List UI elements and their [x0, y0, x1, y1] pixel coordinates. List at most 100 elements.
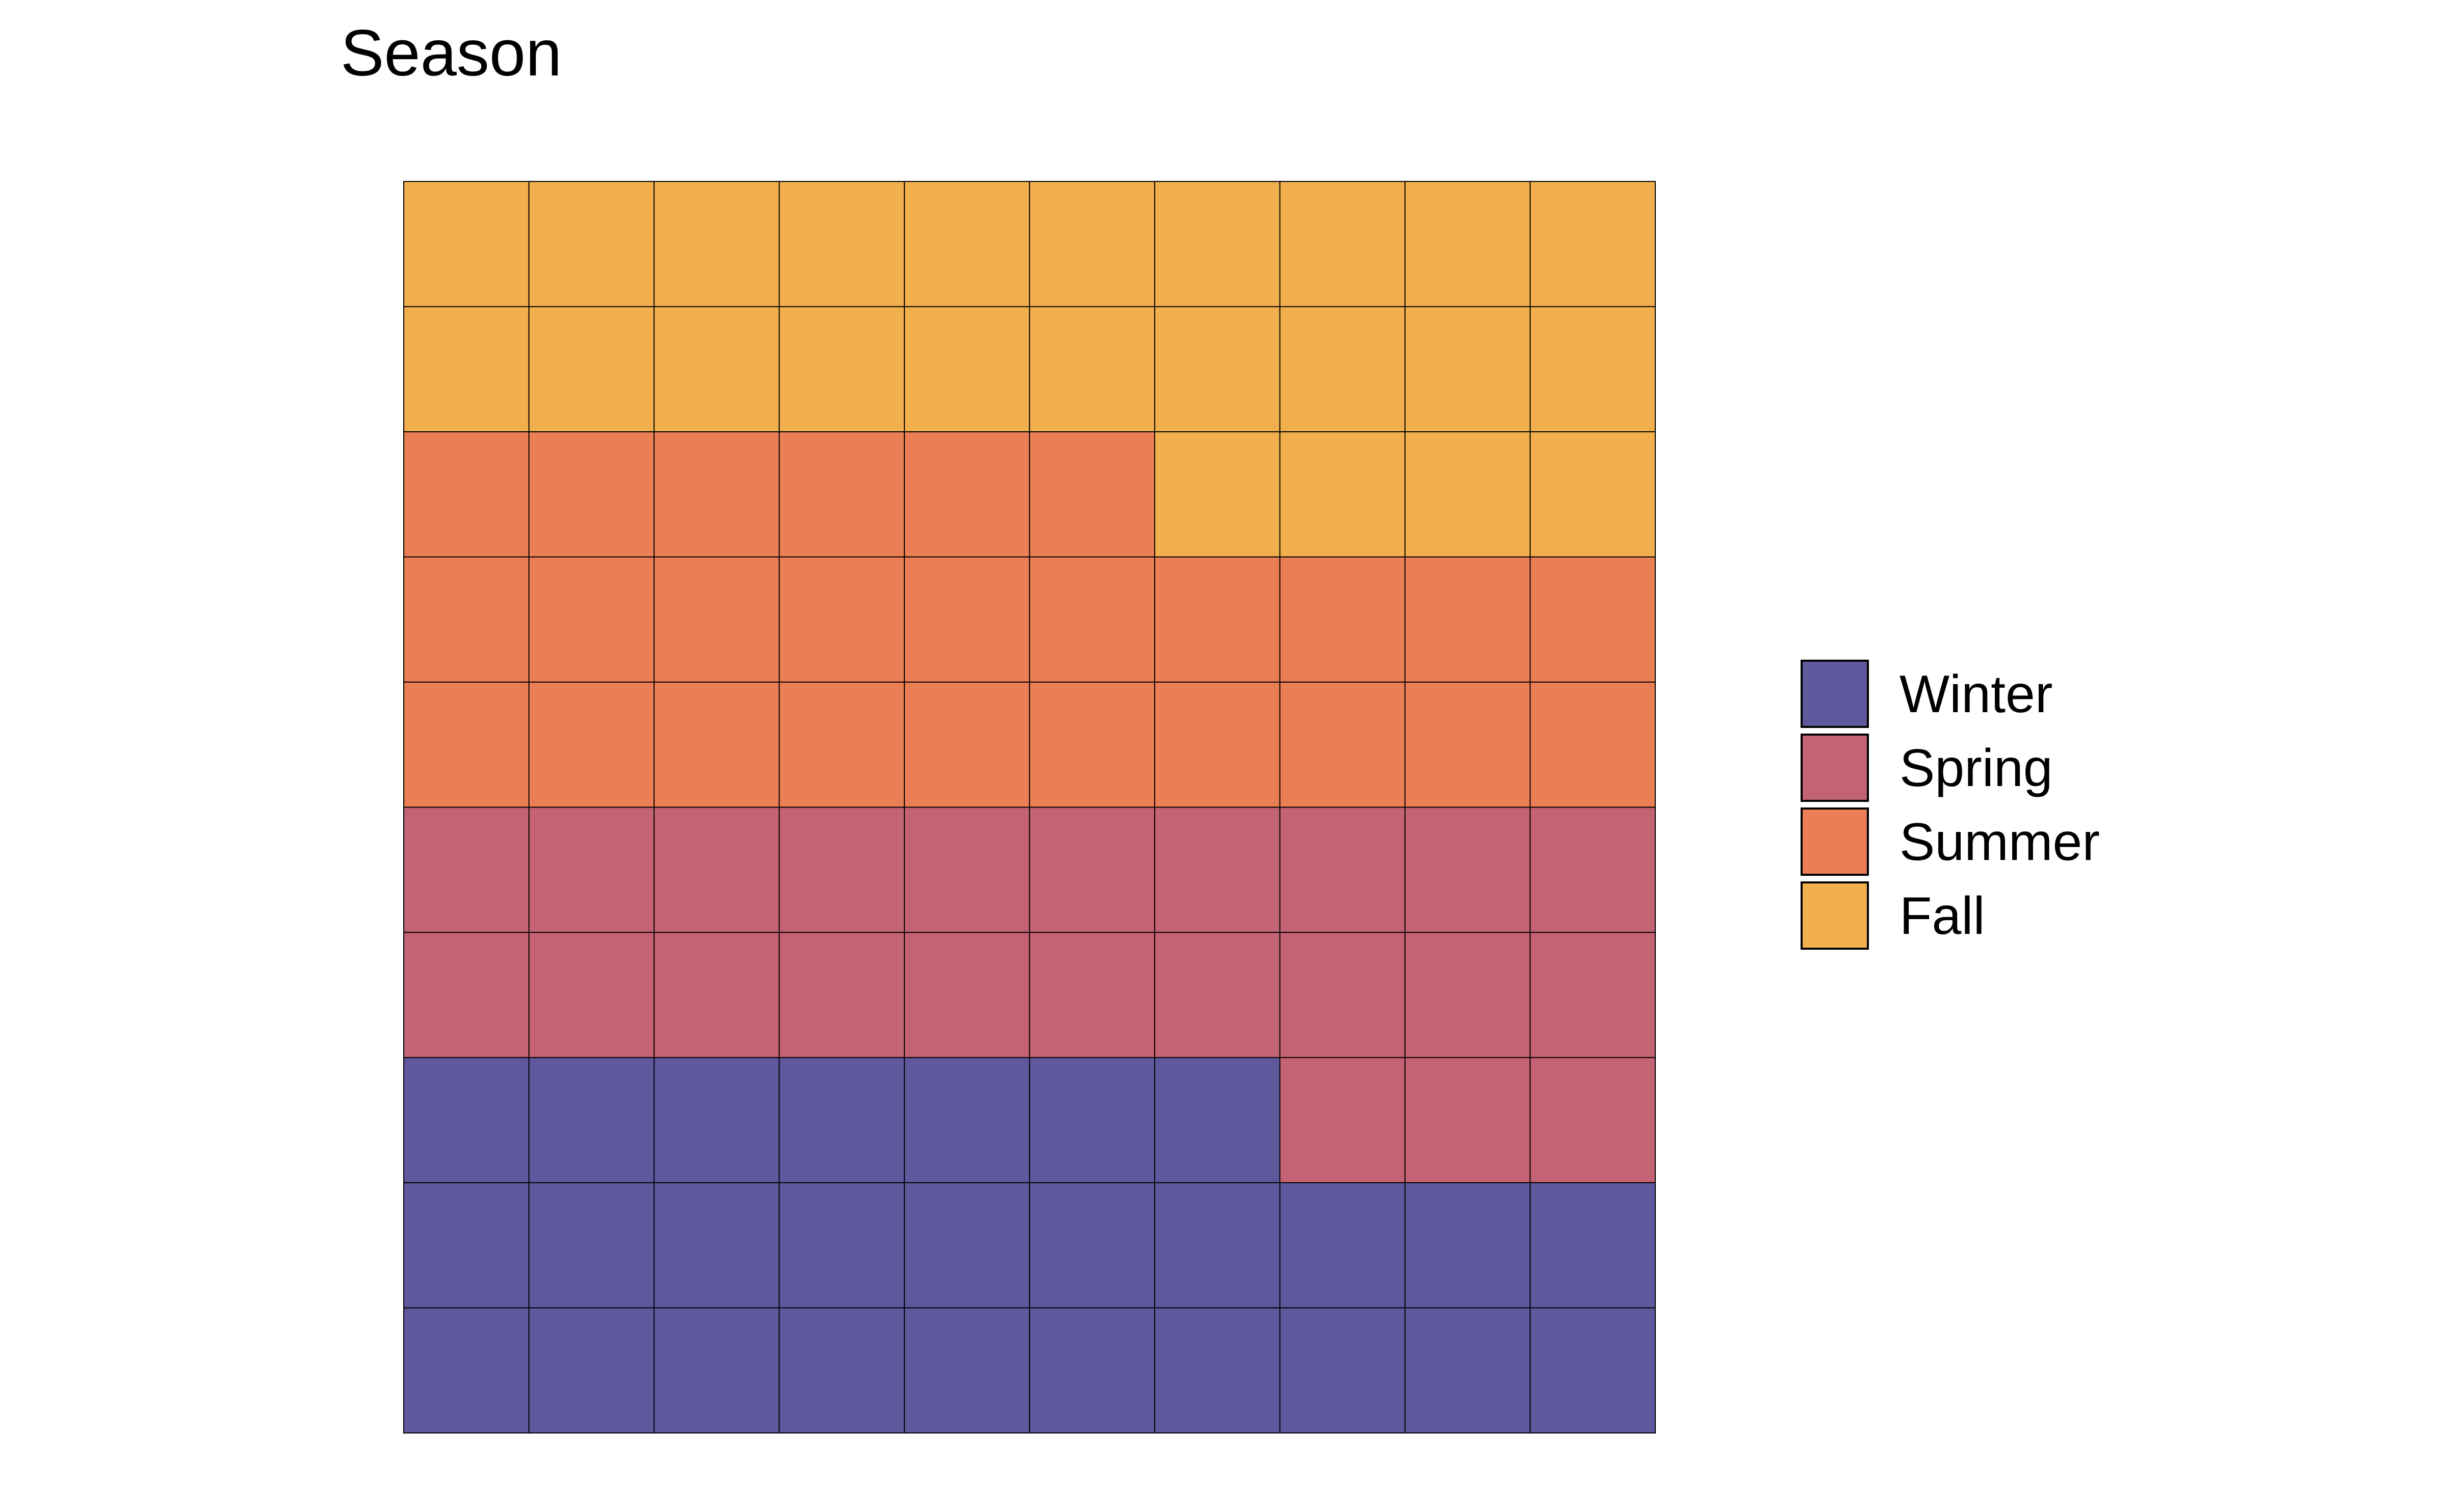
waffle-cell-summer	[904, 682, 1030, 808]
waffle-cell-summer	[403, 682, 530, 808]
waffle-cell-summer	[1029, 682, 1155, 808]
waffle-cell-spring	[1404, 932, 1531, 1058]
chart-title: Season	[341, 17, 562, 90]
waffle-cell-winter	[1404, 1307, 1531, 1433]
legend-key-fall	[1801, 881, 1869, 950]
waffle-cell-fall	[1154, 181, 1281, 307]
waffle-cell-winter	[1029, 1182, 1155, 1309]
waffle-cell-summer	[654, 682, 780, 808]
legend-label-spring: Spring	[1899, 739, 2053, 798]
waffle-cell-fall	[1029, 181, 1155, 307]
waffle-cell-spring	[1029, 806, 1155, 933]
waffle-cell-summer	[654, 556, 780, 683]
legend-key-summer	[1801, 807, 1869, 876]
waffle-cell-winter	[1529, 1307, 1656, 1433]
waffle-cell-fall	[1404, 181, 1531, 307]
waffle-cell-winter	[904, 1057, 1030, 1183]
waffle-cell-spring	[403, 932, 530, 1058]
waffle-cell-spring	[904, 806, 1030, 933]
legend-label-winter: Winter	[1899, 665, 2052, 724]
waffle-cell-summer	[403, 556, 530, 683]
waffle-cell-spring	[1154, 932, 1281, 1058]
waffle-cell-spring	[1154, 806, 1281, 933]
waffle-cell-winter	[403, 1182, 530, 1309]
waffle-cell-winter	[1029, 1057, 1155, 1183]
waffle-cell-winter	[1154, 1182, 1281, 1309]
waffle-cell-winter	[654, 1307, 780, 1433]
waffle-cell-fall	[528, 181, 655, 307]
waffle-grid	[403, 181, 1656, 1433]
waffle-cell-fall	[654, 181, 780, 307]
waffle-cell-summer	[778, 682, 905, 808]
waffle-cell-summer	[904, 556, 1030, 683]
waffle-cell-winter	[528, 1307, 655, 1433]
waffle-cell-fall	[403, 181, 530, 307]
waffle-cell-summer	[1029, 431, 1155, 558]
waffle-cell-fall	[778, 306, 905, 432]
waffle-cell-winter	[1154, 1057, 1281, 1183]
waffle-cell-winter	[528, 1182, 655, 1309]
waffle-cell-summer	[528, 682, 655, 808]
waffle-cell-winter	[1154, 1307, 1281, 1433]
waffle-cell-spring	[654, 806, 780, 933]
waffle-cell-fall	[654, 306, 780, 432]
waffle-cell-spring	[1029, 932, 1155, 1058]
legend: Winter Spring Summer Fall	[1801, 660, 2100, 950]
waffle-cell-fall	[1279, 306, 1405, 432]
waffle-cell-summer	[1529, 556, 1656, 683]
waffle-cell-spring	[1529, 806, 1656, 933]
waffle-cell-spring	[1279, 932, 1405, 1058]
waffle-cell-winter	[778, 1307, 905, 1433]
waffle-cell-winter	[1279, 1307, 1405, 1433]
legend-label-fall: Fall	[1899, 887, 1985, 946]
waffle-cell-fall	[528, 306, 655, 432]
waffle-cell-fall	[1154, 431, 1281, 558]
waffle-cell-spring	[1279, 1057, 1405, 1183]
waffle-cell-summer	[654, 431, 780, 558]
waffle-cell-spring	[403, 806, 530, 933]
waffle-cell-summer	[778, 431, 905, 558]
waffle-cell-fall	[1029, 306, 1155, 432]
waffle-cell-fall	[1279, 181, 1405, 307]
waffle-cell-summer	[528, 556, 655, 683]
waffle-cell-summer	[1404, 682, 1531, 808]
waffle-cell-summer	[528, 431, 655, 558]
waffle-cell-fall	[904, 306, 1030, 432]
legend-label-summer: Summer	[1899, 813, 2100, 872]
waffle-cell-summer	[1154, 556, 1281, 683]
waffle-cell-fall	[904, 181, 1030, 307]
waffle-cell-spring	[1404, 1057, 1531, 1183]
waffle-cell-spring	[778, 932, 905, 1058]
waffle-cell-winter	[654, 1057, 780, 1183]
waffle-cell-fall	[778, 181, 905, 307]
waffle-cell-spring	[904, 932, 1030, 1058]
waffle-cell-winter	[1279, 1182, 1405, 1309]
waffle-cell-spring	[1279, 806, 1405, 933]
waffle-cell-fall	[1529, 431, 1656, 558]
waffle-cell-summer	[904, 431, 1030, 558]
waffle-cell-winter	[904, 1307, 1030, 1433]
waffle-cell-spring	[1404, 806, 1531, 933]
waffle-cell-fall	[1154, 306, 1281, 432]
waffle-cell-spring	[1529, 932, 1656, 1058]
waffle-cell-summer	[1029, 556, 1155, 683]
waffle-cell-summer	[1529, 682, 1656, 808]
waffle-cell-winter	[654, 1182, 780, 1309]
waffle-cell-summer	[1279, 682, 1405, 808]
waffle-cell-winter	[904, 1182, 1030, 1309]
legend-key-winter	[1801, 660, 1869, 728]
waffle-cell-fall	[1529, 181, 1656, 307]
waffle-cell-spring	[528, 806, 655, 933]
waffle-cell-summer	[1154, 682, 1281, 808]
waffle-cell-fall	[1279, 431, 1405, 558]
waffle-cell-summer	[1404, 556, 1531, 683]
waffle-cell-fall	[1404, 306, 1531, 432]
waffle-cell-spring	[654, 932, 780, 1058]
waffle-cell-fall	[1404, 431, 1531, 558]
waffle-cell-winter	[778, 1182, 905, 1309]
waffle-cell-winter	[778, 1057, 905, 1183]
waffle-cell-fall	[403, 306, 530, 432]
waffle-cell-summer	[1279, 556, 1405, 683]
